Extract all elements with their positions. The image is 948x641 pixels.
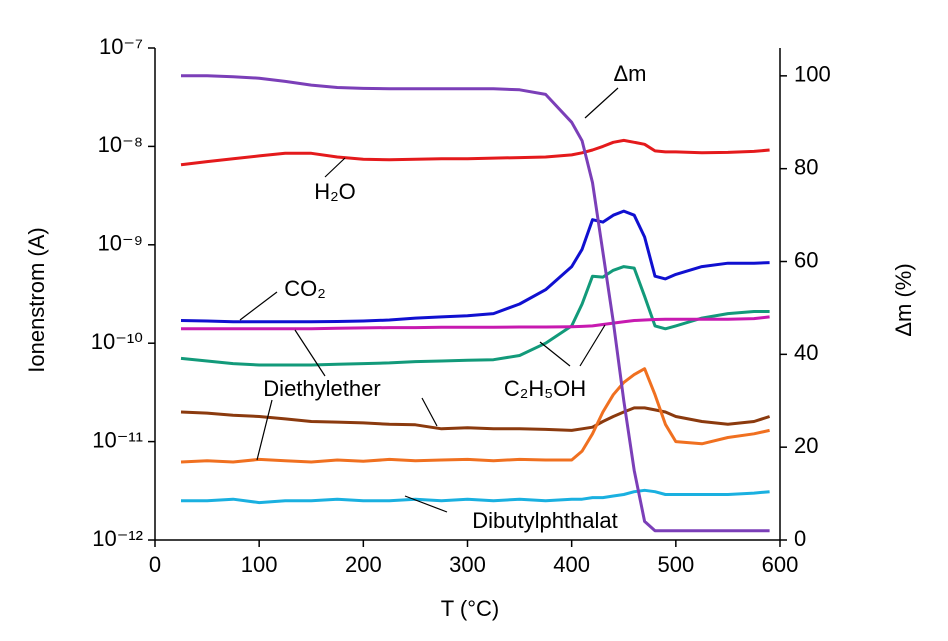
y2-tick-label: 20 bbox=[794, 433, 818, 458]
annotation-leader bbox=[421, 397, 438, 427]
annotation: Δm bbox=[613, 61, 646, 86]
annotation: H₂O bbox=[314, 179, 356, 204]
annotation: C₂H₅OH bbox=[504, 376, 586, 401]
y-tick-label: 10⁻¹¹ bbox=[92, 427, 143, 452]
x-tick-label: 600 bbox=[762, 552, 799, 577]
x-tick-label: 500 bbox=[657, 552, 694, 577]
series-line bbox=[180, 265, 770, 367]
annotation-leader bbox=[294, 329, 326, 377]
annotation-leader bbox=[579, 324, 606, 367]
y-tick-label: 10⁻⁷ bbox=[99, 34, 143, 59]
y2-tick-label: 40 bbox=[794, 340, 818, 365]
annotation-leader bbox=[256, 399, 273, 461]
series-line bbox=[180, 367, 770, 464]
annotation-leader bbox=[324, 157, 346, 178]
series-line bbox=[181, 74, 770, 533]
x-tick-label: 100 bbox=[241, 552, 278, 577]
y2-axis-label: Δm (%) bbox=[891, 263, 916, 336]
y2-tick-label: 0 bbox=[794, 526, 806, 551]
x-tick-label: 0 bbox=[149, 552, 161, 577]
y2-tick-label: 60 bbox=[794, 247, 818, 272]
annotation: Dibutylphthalat bbox=[472, 508, 618, 533]
x-tick-label: 300 bbox=[449, 552, 486, 577]
annotation-leader bbox=[584, 87, 619, 119]
x-axis-label: T (°C) bbox=[441, 596, 500, 621]
x-tick-label: 400 bbox=[553, 552, 590, 577]
y2-tick-label: 80 bbox=[794, 154, 818, 179]
series-line bbox=[181, 315, 770, 331]
y-tick-label: 10⁻⁸ bbox=[98, 132, 143, 157]
x-tick-label: 200 bbox=[345, 552, 382, 577]
annotation-leader bbox=[404, 495, 448, 513]
series-line bbox=[181, 488, 770, 505]
annotation-leader bbox=[239, 291, 278, 321]
y-tick-label: 10⁻¹² bbox=[92, 526, 143, 551]
annotation-leader bbox=[539, 341, 571, 367]
y-axis-label: Ionenstrom (A) bbox=[24, 227, 49, 373]
annotation: CO₂ bbox=[284, 276, 326, 301]
series-line bbox=[180, 406, 771, 432]
y-tick-label: 10⁻¹⁰ bbox=[91, 329, 143, 354]
annotation: Diethylether bbox=[263, 376, 380, 401]
y2-tick-label: 100 bbox=[794, 62, 831, 87]
y-tick-label: 10⁻⁹ bbox=[97, 231, 143, 256]
series-line bbox=[180, 138, 770, 167]
series-line bbox=[180, 209, 770, 324]
